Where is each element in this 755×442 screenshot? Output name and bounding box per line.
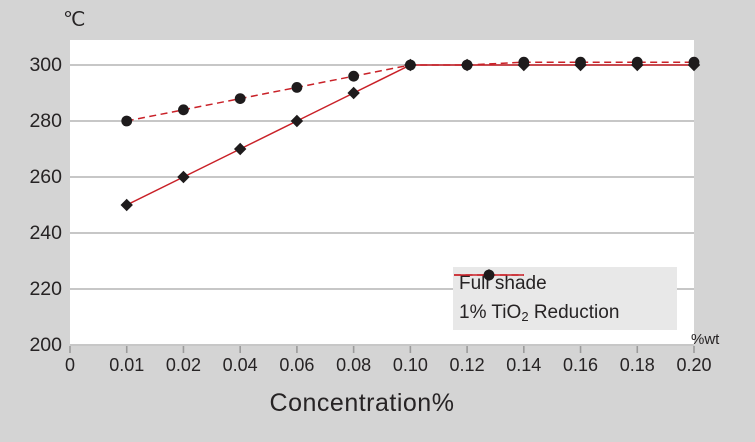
marker-circle	[461, 59, 473, 71]
legend-sample-circle	[454, 269, 524, 281]
x-tick-label-0.08: 0.08	[336, 355, 372, 375]
marker-diamond	[120, 198, 133, 212]
x-tick-label-0.14: 0.14	[506, 355, 542, 375]
marker-circle	[348, 70, 360, 82]
x-tick-label-0: 0	[64, 355, 75, 375]
x-tick-label-0.18: 0.18	[619, 355, 655, 375]
x-axis-title: Concentration%	[269, 389, 455, 417]
marker-circle	[404, 59, 416, 71]
marker-circle	[178, 104, 189, 116]
y-tick-label-260: 260	[29, 166, 62, 188]
x-tick-label-0.04: 0.04	[222, 355, 258, 375]
y-tick-label-280: 280	[29, 110, 62, 132]
x-tick-label-0.16: 0.16	[563, 355, 599, 375]
marker-circle	[291, 82, 303, 93]
marker-diamond	[233, 142, 247, 156]
y-tick-label-220: 220	[29, 278, 62, 300]
x-tick-label-0.10: 0.10	[392, 355, 428, 375]
marker-circle	[121, 115, 133, 127]
marker-circle	[518, 56, 530, 68]
legend: Full shade 1% TiO2 Reduction	[453, 267, 677, 330]
legend-row: 1% TiO2 Reduction	[454, 269, 677, 326]
y-tick-label-200: 200	[29, 334, 62, 356]
y-axis-unit: ℃	[63, 9, 86, 31]
x-tick-label-0.06: 0.06	[279, 355, 315, 375]
x-axis-unit: %wt	[691, 331, 720, 348]
x-tick-label-0.01: 0.01	[109, 355, 145, 375]
legend-label: Full shade	[459, 272, 547, 294]
marker-circle	[688, 56, 700, 68]
x-tick-label-0.20: 0.20	[676, 355, 712, 375]
marker-diamond	[290, 114, 304, 128]
y-tick-label-240: 240	[29, 222, 62, 244]
marker-circle	[631, 56, 643, 68]
marker-circle	[234, 93, 246, 104]
legend-label: 1% TiO2 Reduction	[459, 302, 620, 325]
x-tick-label-0.02: 0.02	[165, 355, 201, 375]
marker-diamond	[177, 170, 190, 184]
marker-circle	[575, 56, 586, 68]
marker-diamond	[347, 86, 360, 100]
x-tick-label-0.12: 0.12	[449, 355, 485, 375]
y-tick-label-300: 300	[29, 54, 62, 76]
